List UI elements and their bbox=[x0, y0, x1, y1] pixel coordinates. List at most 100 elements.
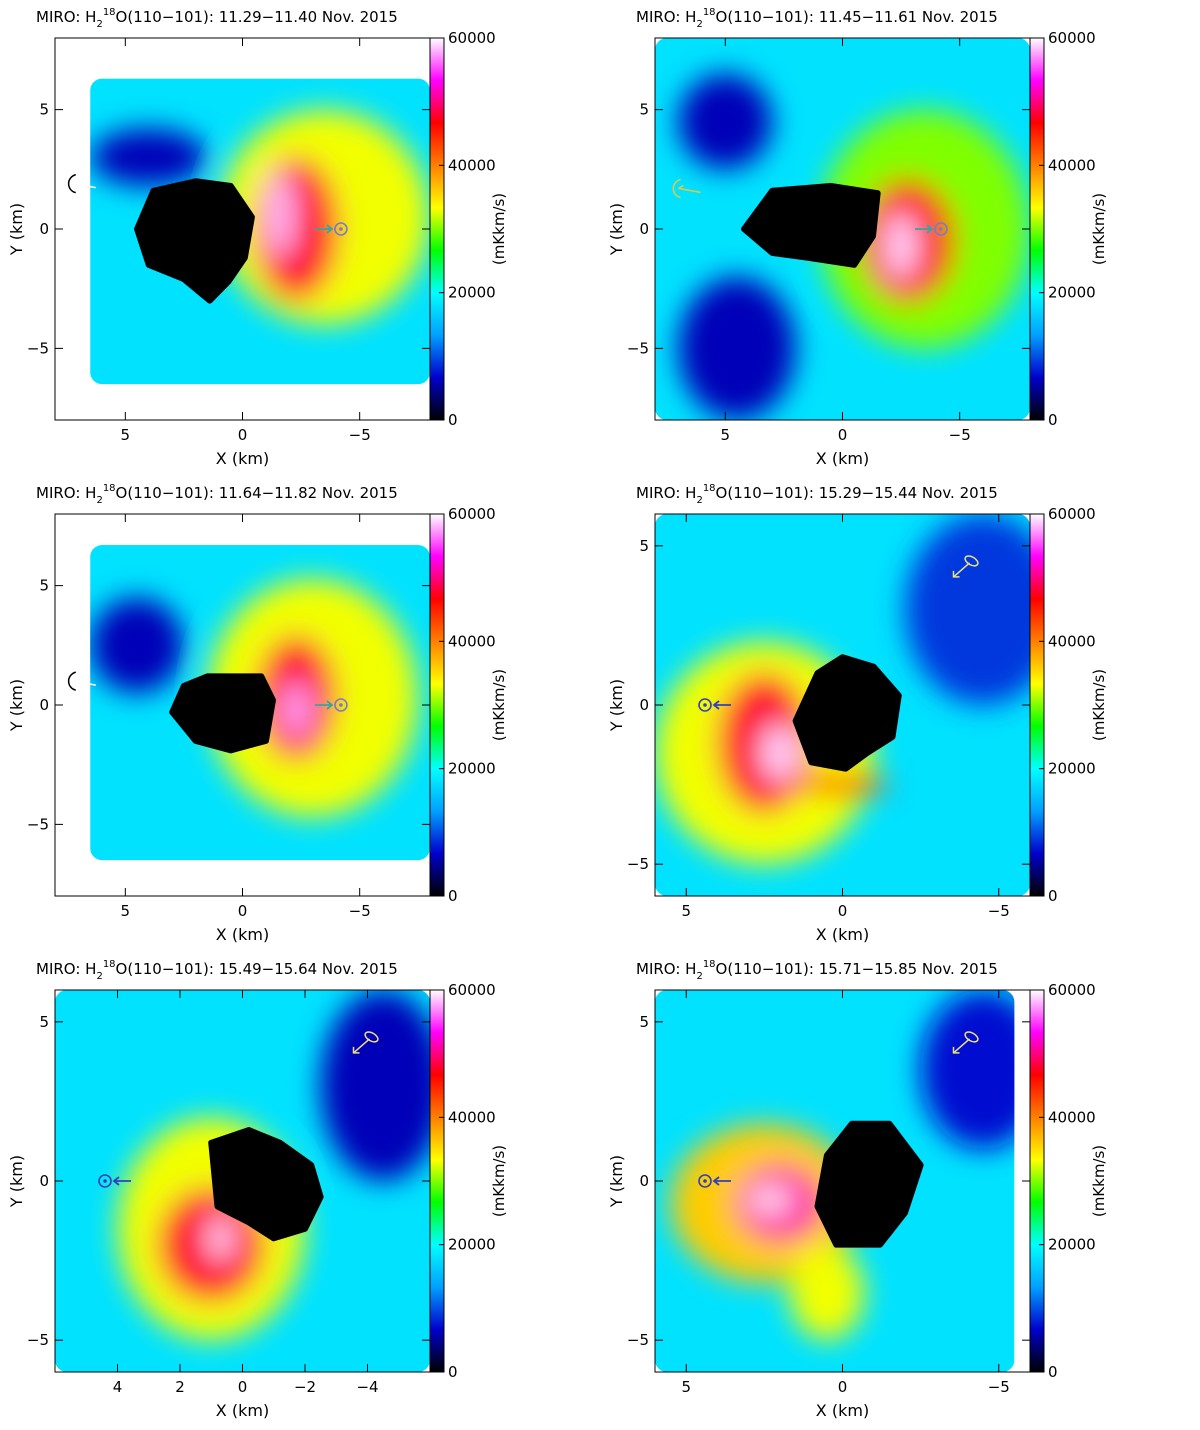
chart-title: MIRO: H218O(110−101): 15.49−15.64 Nov. 2… bbox=[36, 959, 398, 982]
x-tick-label: 2 bbox=[175, 1378, 185, 1396]
emission-blob bbox=[761, 724, 799, 782]
y-axis-label: Y (km) bbox=[607, 1155, 626, 1208]
y-axis-label: Y (km) bbox=[607, 679, 626, 732]
colorbar-tick-label: 40000 bbox=[1048, 632, 1096, 650]
colorbar-label: (mKkm/s) bbox=[490, 669, 508, 741]
x-tick-label: 5 bbox=[681, 902, 691, 920]
sun-direction-icon bbox=[98, 1174, 131, 1188]
x-tick-label: 5 bbox=[721, 426, 731, 444]
colorbar-tick-label: 40000 bbox=[448, 632, 496, 650]
column-density-field bbox=[90, 545, 430, 861]
y-axis-label: Y (km) bbox=[7, 679, 26, 732]
colorbar-tick-label: 0 bbox=[448, 1363, 458, 1381]
heatmap-panel-5: MIRO: H218O(110−101): 15.49−15.64 Nov. 2… bbox=[0, 952, 600, 1426]
x-axis-label: X (km) bbox=[216, 1401, 269, 1420]
colorbar-label: (mKkm/s) bbox=[1090, 193, 1108, 265]
emission-blob bbox=[208, 1216, 234, 1261]
colorbar-tick-label: 20000 bbox=[1048, 284, 1096, 302]
colorbar-tick-label: 0 bbox=[448, 411, 458, 429]
colorbar bbox=[1029, 513, 1045, 897]
nucleus-shadow bbox=[169, 673, 276, 754]
colorbar-tick-label: 40000 bbox=[448, 156, 496, 174]
colorbar-tick-label: 60000 bbox=[1048, 981, 1096, 999]
x-tick-label: −5 bbox=[349, 426, 371, 444]
x-tick-label: 4 bbox=[113, 1378, 123, 1396]
y-tick-label: −5 bbox=[27, 1331, 49, 1349]
rotation-axis-icon bbox=[672, 178, 701, 199]
emission-blob bbox=[748, 1187, 793, 1213]
colorbar-tick-label: 40000 bbox=[1048, 1108, 1096, 1126]
y-tick-label: −5 bbox=[627, 339, 649, 357]
y-tick-label: 5 bbox=[639, 101, 649, 119]
heatmap-svg: MIRO: H218O(110−101): 15.49−15.64 Nov. 2… bbox=[7, 959, 508, 1420]
nucleus-shadow bbox=[208, 1127, 324, 1242]
emission-blob bbox=[678, 73, 773, 170]
colorbar-tick-label: 20000 bbox=[1048, 760, 1096, 778]
chart-title: MIRO: H218O(110−101): 11.64−11.82 Nov. 2… bbox=[36, 483, 398, 506]
y-tick-label: −5 bbox=[627, 1331, 649, 1349]
x-axis-label: X (km) bbox=[816, 1401, 869, 1420]
heatmap-panel-1: MIRO: H218O(110−101): 11.29−11.40 Nov. 2… bbox=[0, 0, 600, 476]
emission-blob bbox=[795, 775, 890, 795]
emission-blob bbox=[90, 128, 208, 187]
emission-blob bbox=[884, 212, 918, 280]
heatmap-svg: MIRO: H218O(110−101): 11.29−11.40 Nov. 2… bbox=[7, 7, 508, 468]
colorbar-label: (mKkm/s) bbox=[490, 193, 508, 265]
y-tick-label: 0 bbox=[639, 1172, 649, 1190]
colorbar-label: (mKkm/s) bbox=[1090, 669, 1108, 741]
colorbar-label: (mKkm/s) bbox=[1090, 1145, 1108, 1217]
heatmap-panel-4: MIRO: H218O(110−101): 15.29−15.44 Nov. 2… bbox=[600, 476, 1200, 952]
chart-title: MIRO: H218O(110−101): 11.29−11.40 Nov. 2… bbox=[36, 7, 398, 30]
colorbar-tick-label: 60000 bbox=[448, 29, 496, 47]
y-tick-label: 0 bbox=[639, 696, 649, 714]
x-tick-label: 0 bbox=[838, 426, 848, 444]
column-density-field bbox=[655, 38, 1030, 420]
chart-title: MIRO: H218O(110−101): 15.29−15.44 Nov. 2… bbox=[636, 483, 998, 506]
emission-blob bbox=[789, 1244, 865, 1341]
colorbar-tick-label: 60000 bbox=[448, 981, 496, 999]
y-tick-label: 5 bbox=[39, 101, 49, 119]
colorbar-tick-label: 20000 bbox=[448, 760, 496, 778]
colorbar-tick-label: 40000 bbox=[1048, 156, 1096, 174]
y-axis-label: Y (km) bbox=[7, 1155, 26, 1208]
y-tick-label: −5 bbox=[627, 855, 649, 873]
x-axis-label: X (km) bbox=[816, 925, 869, 944]
rotation-axis-icon bbox=[67, 173, 96, 194]
colorbar-tick-label: 60000 bbox=[1048, 505, 1096, 523]
y-tick-label: 0 bbox=[39, 1172, 49, 1190]
y-tick-label: 0 bbox=[639, 220, 649, 238]
colorbar-tick-label: 0 bbox=[448, 887, 458, 905]
sun-direction-icon bbox=[698, 1174, 731, 1188]
rotation-axis-icon bbox=[67, 671, 96, 691]
y-tick-label: 5 bbox=[639, 537, 649, 555]
emission-blob bbox=[905, 514, 1030, 705]
y-tick-label: 5 bbox=[639, 1013, 649, 1031]
emission-blob bbox=[678, 276, 796, 420]
chart-title: MIRO: H218O(110−101): 11.45−11.61 Nov. 2… bbox=[636, 7, 998, 30]
x-tick-label: −5 bbox=[988, 902, 1010, 920]
emission-blob bbox=[90, 597, 184, 694]
sun-direction-icon bbox=[698, 698, 731, 712]
heatmap-svg: MIRO: H218O(110−101): 15.71−15.85 Nov. 2… bbox=[607, 959, 1108, 1420]
x-tick-label: −4 bbox=[356, 1378, 378, 1396]
colorbar bbox=[429, 513, 445, 897]
x-tick-label: −5 bbox=[949, 426, 971, 444]
nucleus-shadow bbox=[792, 654, 902, 772]
x-axis-label: X (km) bbox=[216, 449, 269, 468]
x-tick-label: 5 bbox=[681, 1378, 691, 1396]
x-tick-label: 5 bbox=[121, 426, 131, 444]
nucleus-shadow bbox=[134, 178, 255, 304]
rotation-axis-icon bbox=[952, 555, 979, 578]
x-tick-label: 0 bbox=[838, 1378, 848, 1396]
rotation-axis-icon bbox=[352, 1031, 379, 1054]
heatmap-svg: MIRO: H218O(110−101): 15.29−15.44 Nov. 2… bbox=[607, 483, 1108, 944]
y-axis-label: Y (km) bbox=[7, 203, 26, 256]
colorbar-tick-label: 60000 bbox=[448, 505, 496, 523]
x-tick-label: −5 bbox=[349, 902, 371, 920]
rotation-axis-icon bbox=[952, 1031, 979, 1054]
y-axis-label: Y (km) bbox=[607, 203, 626, 256]
colorbar-tick-label: 0 bbox=[1048, 1363, 1058, 1381]
colorbar bbox=[429, 37, 445, 421]
nucleus-shadow bbox=[741, 183, 881, 268]
heatmap-panel-2: MIRO: H218O(110−101): 11.45−11.61 Nov. 2… bbox=[600, 0, 1200, 476]
